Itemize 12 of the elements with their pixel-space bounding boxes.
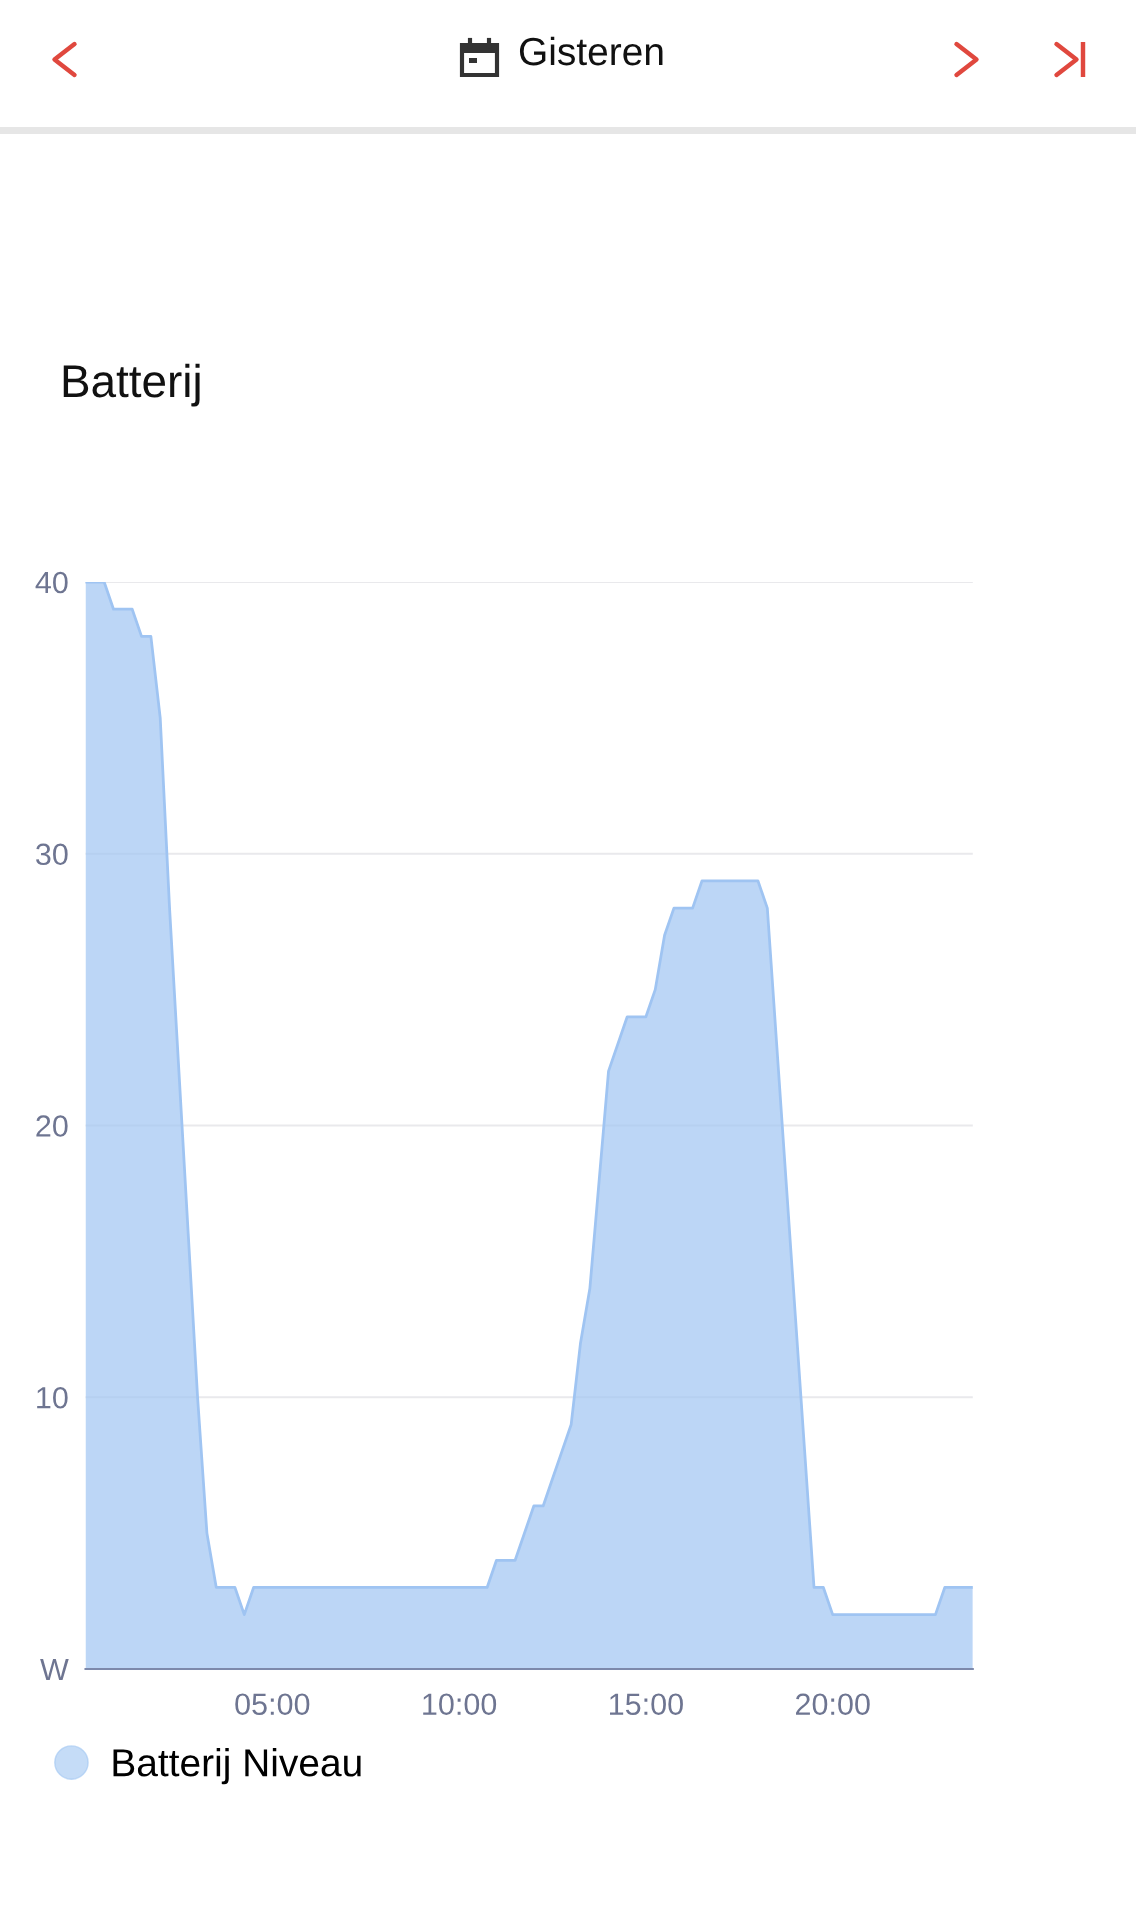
y-tick-label: 40 [35, 571, 68, 594]
text: Gisteren [519, 36, 663, 66]
y-tick-label: 30 [36, 843, 68, 866]
y-tick-label: W [40, 1659, 69, 1681]
x-tick-label: 05:00 [235, 1693, 310, 1716]
y-tick-label: 20 [36, 1115, 68, 1137]
y-tick-label: 10 [37, 1386, 68, 1409]
legend-label: Batterij Niveau [113, 1748, 361, 1785]
x-tick-label: 20:00 [796, 1693, 870, 1716]
x-tick-label: 10:00 [423, 1693, 497, 1716]
x-tick-label: 15:00 [610, 1693, 683, 1716]
chart-title: Batterij [63, 363, 200, 407]
